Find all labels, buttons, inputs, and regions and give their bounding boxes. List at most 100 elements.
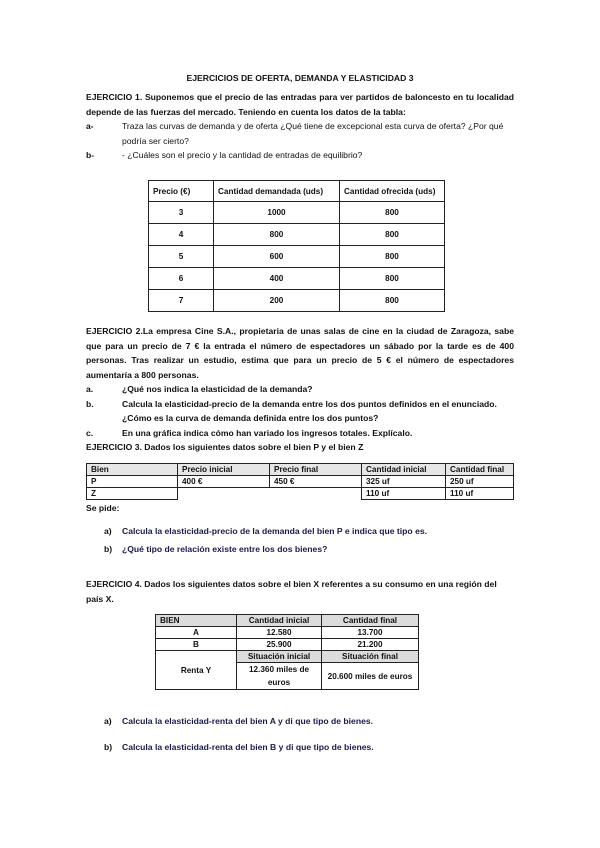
cell: P: [86, 475, 178, 488]
header-cell: Precio inicial: [177, 463, 270, 476]
table-header-row: Precio (€) Cantidad demandada (uds) Cant…: [148, 180, 445, 202]
item-text: Traza las curvas de demanda y de oferta …: [122, 121, 504, 146]
cell: 400 €: [177, 475, 270, 488]
cell: 110 uf: [445, 487, 514, 500]
header-cell: Cantidad final: [321, 614, 419, 627]
exercise-3-item-a: a) Calcula la elasticidad-precio de la de…: [104, 526, 427, 536]
item-label: a): [104, 716, 112, 726]
cell: 800: [339, 245, 445, 268]
exercise-3-text: Dados los siguientes datos sobre el bien…: [141, 442, 364, 452]
exercise-3-item-b: b) ¿Qué tipo de relación existe entre los…: [104, 544, 327, 554]
table-row: 3 1000 800: [148, 201, 445, 224]
table-row: 4 800 800: [148, 223, 445, 246]
exercise-2-item-c: c. En una gráfica indica cómo han variado…: [86, 426, 514, 441]
cell: 400: [213, 267, 340, 290]
header-cell: Precio (€): [148, 180, 214, 202]
header-cell: Cantidad demandada (uds): [213, 180, 340, 202]
table-row: 5 600 800: [148, 245, 445, 268]
cell: 7: [148, 289, 214, 312]
cell: 450 €: [269, 475, 362, 488]
exercise-1-text: Suponemos que el precio de las entradas …: [86, 92, 514, 117]
cell: 800: [213, 223, 340, 246]
table-header-row: BIEN Cantidad inicial Cantidad final: [155, 614, 419, 627]
cell: 6: [148, 267, 214, 290]
cell: 800: [339, 289, 445, 312]
cell: 800: [339, 223, 445, 246]
cell: 250 uf: [445, 475, 514, 488]
cell: 200: [213, 289, 340, 312]
exercise-2: EJERCICIO 2.La empresa Cine S.A., propie…: [86, 324, 514, 440]
cell: [270, 488, 362, 500]
cell: 600: [213, 245, 340, 268]
cell: 12.360 miles de euros: [236, 662, 322, 690]
exercise-1-item-a: a- Traza las curvas de demanda y de ofert…: [86, 119, 514, 148]
cell: 1000: [213, 201, 340, 224]
exercise-4-statement: EJERCICIO 4. Dados los siguientes datos …: [86, 577, 514, 606]
cell: 325 uf: [361, 475, 446, 488]
se-pide-label: Se pide:: [86, 503, 120, 513]
item-label: b-: [86, 150, 95, 160]
exercise-4-item-b: b) Calcula la elasticidad-renta del bien …: [104, 742, 374, 752]
table-header-row: Bien Precio inicial Precio final Cantida…: [86, 463, 514, 476]
cell: Z: [86, 487, 178, 500]
header-cell: BIEN: [155, 614, 237, 627]
table-row: 7 200 800: [148, 289, 445, 312]
item-text: ¿Qué nos indica la elasticidad de la dem…: [122, 384, 313, 394]
document-title: EJERCICIOS DE OFERTA, DEMANDA Y ELASTICI…: [186, 73, 414, 83]
cell: 12.580: [236, 626, 322, 639]
header-cell: Cantidad inicial: [361, 463, 446, 476]
exercise-1-item-b: b- - ¿Cuáles son el precio y la cantidad …: [86, 148, 514, 163]
exercise-1: EJERCICIO 1. Suponemos que el precio de …: [86, 90, 514, 163]
exercise-1-heading: EJERCICIO 1.: [86, 92, 143, 102]
item-label: b): [104, 742, 113, 752]
cell: 5: [148, 245, 214, 268]
item-text: Calcula la elasticidad-renta del bien A …: [122, 716, 374, 726]
exercise-4-heading: EJERCICIO 4.: [86, 579, 142, 589]
exercise-2-text: La empresa Cine S.A., propietaria de una…: [86, 326, 514, 380]
exercise-4-item-a: a) Calcula la elasticidad-renta del bien …: [104, 716, 373, 726]
header-cell: Situación inicial: [236, 650, 322, 663]
table-row: P 400 €450 €325 uf 250 uf: [86, 475, 514, 488]
cell: Renta Y: [155, 650, 237, 690]
item-text: Calcula la elasticidad-renta del bien B …: [122, 742, 374, 752]
header-cell: Cantidad final: [445, 463, 514, 476]
item-label: b.: [86, 398, 94, 409]
table-row: 6 400 800: [148, 267, 445, 290]
cell: A: [155, 626, 237, 639]
cell: 800: [339, 267, 445, 290]
cell: 13.700: [321, 626, 419, 639]
exercise-3-heading: EJERCICIO 3.: [86, 442, 142, 452]
header-cell: Precio final: [269, 463, 362, 476]
table-row: B 25.900 21.200: [155, 638, 419, 651]
cell: 110 uf: [361, 487, 446, 500]
item-label: a.: [86, 384, 94, 394]
exercise-4-text: Dados los siguientes datos sobre el bien…: [86, 579, 497, 604]
header-cell: Bien: [86, 463, 178, 476]
item-text: Calcula la elasticidad-precio de la dema…: [122, 398, 497, 424]
exercise-3-table: Bien Precio inicial Precio final Cantida…: [86, 463, 514, 500]
item-label: c.: [86, 427, 94, 438]
cell: 4: [148, 223, 214, 246]
item-label: a-: [86, 121, 94, 131]
cell: 3: [148, 201, 214, 224]
cell: 25.900: [236, 638, 322, 651]
exercise-2-statement: EJERCICIO 2.La empresa Cine S.A., propie…: [86, 324, 514, 382]
exercise-3-statement: EJERCICIO 3. Dados los siguientes datos …: [86, 440, 514, 455]
cell: 20.600 miles de euros: [321, 662, 419, 690]
exercise-2-item-a: a. ¿Qué nos indica la elasticidad de la d…: [86, 382, 514, 397]
cell: 800: [339, 201, 445, 224]
exercise-2-heading: EJERCICIO 2.: [86, 326, 143, 336]
cell: B: [155, 638, 237, 651]
cell: [178, 488, 270, 500]
item-text: - ¿Cuáles son el precio y la cantidad de…: [122, 150, 363, 160]
exercise-1-table: Precio (€) Cantidad demandada (uds) Cant…: [148, 180, 445, 312]
exercise-4-table: BIEN Cantidad inicial Cantidad final A 12…: [155, 614, 419, 690]
item-label: b): [104, 544, 113, 554]
item-text: En una gráfica indica cómo han variado l…: [122, 427, 413, 438]
header-cell: Cantidad ofrecida (uds): [339, 180, 445, 202]
exercise-1-statement: EJERCICIO 1. Suponemos que el precio de …: [86, 90, 514, 119]
exercise-2-item-b: b. Calcula la elasticidad-precio de la de…: [86, 397, 514, 426]
item-label: a): [104, 526, 112, 536]
table-row: Z 110 uf 110 uf: [86, 487, 514, 500]
header-cell: Cantidad inicial: [236, 614, 322, 627]
